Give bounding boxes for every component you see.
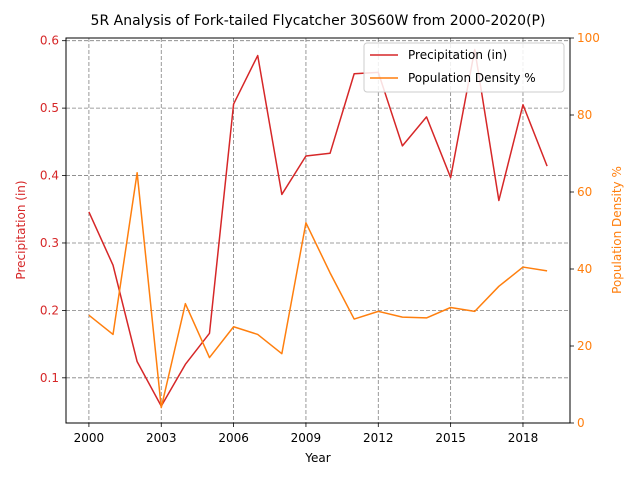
legend-label-population-density: Population Density % bbox=[408, 71, 536, 85]
series-line-1 bbox=[88, 172, 548, 409]
x-tick-label: 2000 bbox=[74, 431, 105, 445]
legend-box bbox=[363, 42, 565, 93]
x-tick-label: 2015 bbox=[435, 431, 466, 445]
x-tick-label: 2006 bbox=[218, 431, 249, 445]
plot-frame bbox=[65, 37, 571, 424]
y-right-tick-label: 80 bbox=[577, 108, 592, 122]
y-right-tick-label: 20 bbox=[577, 339, 592, 353]
y-right-tick-label: 40 bbox=[577, 262, 592, 276]
legend: Precipitation (in) Population Density % bbox=[363, 42, 565, 93]
y-left-tick-label: 0.1 bbox=[40, 371, 59, 385]
x-axis: 2000 2003 2006 2009 2012 2015 2018 bbox=[74, 423, 539, 445]
y-right-tick-label: 60 bbox=[577, 185, 592, 199]
y-axis-left-label: Precipitation (in) bbox=[14, 180, 28, 279]
y-right-tick-label: 100 bbox=[577, 31, 600, 45]
x-axis-label: Year bbox=[304, 451, 330, 465]
legend-label-precipitation: Precipitation (in) bbox=[408, 48, 507, 62]
x-tick-label: 2012 bbox=[363, 431, 394, 445]
y-axis-right-label: Population Density % bbox=[610, 166, 624, 294]
x-tick-label: 2009 bbox=[291, 431, 322, 445]
y-axis-right: 0 20 40 60 80 100 bbox=[570, 31, 600, 430]
x-tick-label: 2003 bbox=[146, 431, 177, 445]
y-left-tick-label: 0.2 bbox=[40, 303, 59, 317]
y-left-tick-label: 0.4 bbox=[40, 169, 59, 183]
grid bbox=[66, 38, 570, 423]
x-tick-label: 2018 bbox=[508, 431, 539, 445]
y-left-tick-label: 0.3 bbox=[40, 236, 59, 250]
y-left-tick-label: 0.5 bbox=[40, 101, 59, 115]
chart-title: 5R Analysis of Fork-tailed Flycatcher 30… bbox=[91, 13, 546, 29]
y-axis-left: 0.1 0.2 0.3 0.4 0.5 0.6 bbox=[40, 34, 66, 385]
y-right-tick-label: 0 bbox=[577, 416, 585, 430]
y-left-tick-label: 0.6 bbox=[40, 34, 59, 48]
